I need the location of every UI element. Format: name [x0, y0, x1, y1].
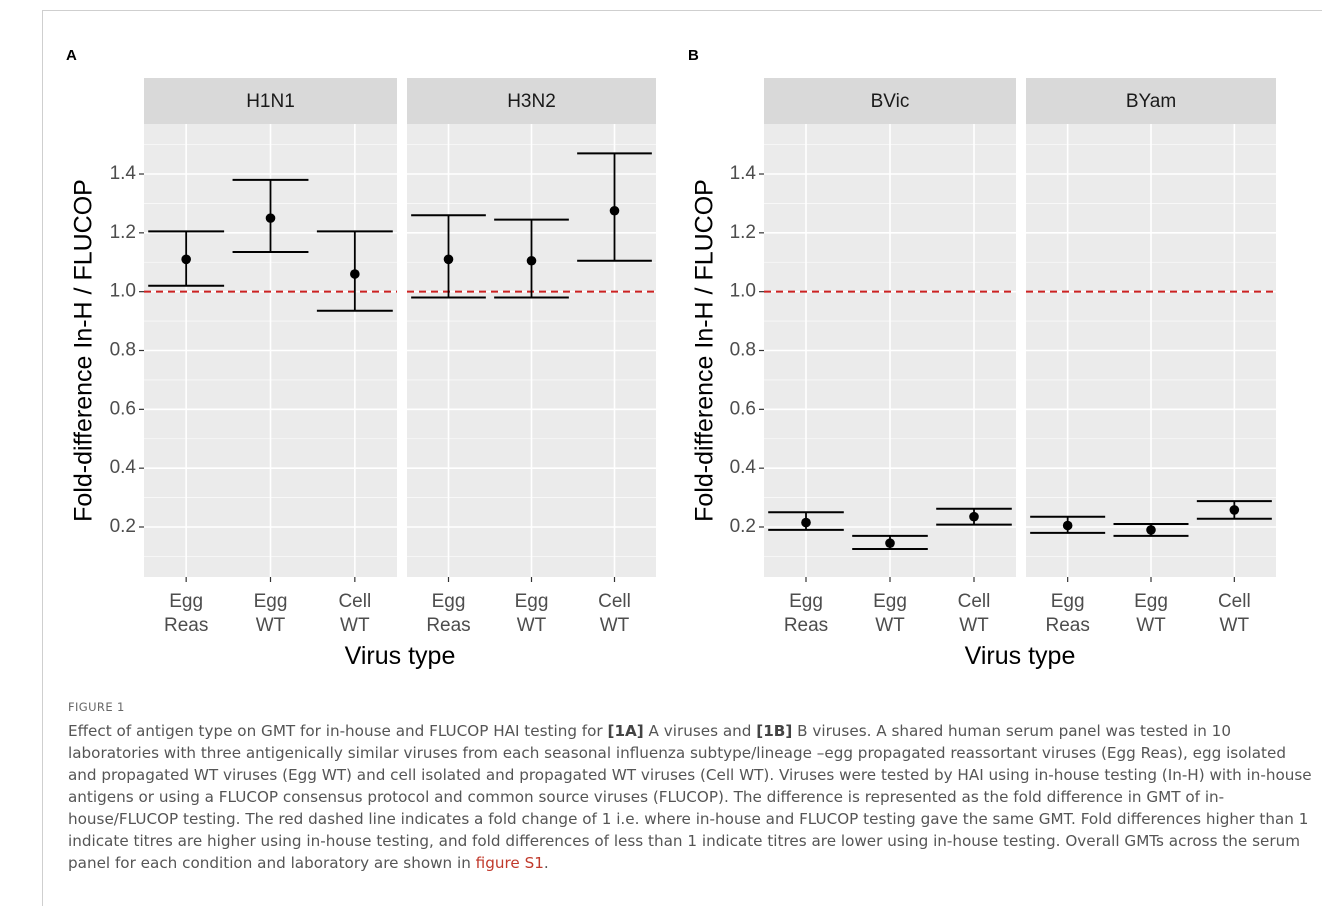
x-tick-label-line2: Reas — [164, 615, 208, 636]
data-point — [350, 269, 360, 279]
facet-strip — [144, 78, 397, 124]
x-tick-label-line1: Egg — [873, 591, 907, 612]
facet-title-byam: BYam — [1126, 91, 1176, 112]
y-tick-label: 0.8 — [110, 340, 136, 361]
y-tick-label: 1.4 — [110, 163, 137, 184]
facet-strip — [764, 78, 1016, 124]
y-tick-label: 1.0 — [110, 281, 136, 302]
data-point — [801, 517, 811, 528]
x-tick-label-line2: WT — [959, 615, 989, 636]
caption-part: Effect of antigen type on GMT for in-hou… — [68, 722, 608, 740]
y-tick-label: 1.0 — [730, 281, 756, 302]
x-tick-label-line1: Egg — [1051, 591, 1085, 612]
left-rule — [42, 10, 43, 906]
y-tick-label: 0.8 — [730, 340, 756, 361]
facet-title-h3n2: H3N2 — [507, 91, 556, 112]
x-axis-title: Virus type — [345, 642, 456, 670]
x-tick-label-line1: Egg — [169, 591, 203, 612]
facet-strip — [407, 78, 656, 124]
caption-part: A viruses and — [643, 722, 757, 740]
x-tick-label-line2: WT — [1220, 615, 1250, 636]
caption-text: Effect of antigen type on GMT for in-hou… — [68, 720, 1313, 874]
y-tick-label: 1.2 — [110, 222, 136, 243]
figure-plot: A Fold-difference In-H / FLUCOP 0.2 0.4 0.6 0… — [66, 47, 1276, 670]
data-point — [885, 538, 895, 548]
data-point — [1146, 525, 1156, 535]
x-tick-label-line1: Cell — [338, 591, 371, 612]
x-tick-label-line2: Reas — [426, 615, 470, 636]
data-point — [265, 213, 276, 223]
y-tick-label: 1.2 — [730, 222, 756, 243]
figure-caption: FIGURE 1 Effect of antigen type on GMT f… — [68, 700, 1313, 874]
figure-s1-link[interactable]: figure S1 — [475, 854, 544, 872]
x-tick-label-line2: WT — [875, 615, 905, 636]
caption-ref-1a: [1A] — [607, 722, 644, 740]
x-tick-label-line1: Egg — [254, 591, 288, 612]
caption-part: B viruses. A shared human serum panel wa… — [68, 722, 1312, 872]
y-tick-label: 0.4 — [730, 457, 757, 478]
data-point — [609, 205, 620, 216]
x-tick-label-line2: WT — [1136, 615, 1166, 636]
data-point — [969, 511, 979, 522]
caption-ref-1b: [1B] — [756, 722, 793, 740]
x-tick-label-line1: Cell — [958, 591, 991, 612]
x-tick-label-line2: Reas — [784, 615, 828, 636]
top-rule — [42, 10, 1322, 11]
x-tick-label-line1: Cell — [598, 591, 631, 612]
y-tick-label: 0.6 — [110, 398, 136, 419]
x-tick-label-line1: Egg — [432, 591, 466, 612]
x-tick-label-line1: Egg — [789, 591, 823, 612]
x-tick-label-line1: Cell — [1218, 591, 1251, 612]
y-tick-label: 0.2 — [110, 516, 136, 537]
y-tick-label: 0.4 — [110, 457, 137, 478]
caption-part: . — [543, 854, 549, 872]
y-axis-title: Fold-difference In-H / FLUCOP — [691, 179, 719, 522]
x-tick-label-line2: WT — [600, 615, 630, 636]
panel-label-B: B — [688, 47, 699, 64]
y-tick-label: 0.2 — [730, 516, 756, 537]
data-point — [443, 254, 454, 265]
x-tick-label-line2: WT — [340, 615, 370, 636]
facet-title-bvic: BVic — [871, 91, 910, 112]
x-tick-label-line2: WT — [256, 615, 286, 636]
y-tick-label: 0.6 — [730, 398, 756, 419]
data-point — [1229, 505, 1240, 515]
data-point — [181, 254, 191, 265]
facet-title-h1n1: H1N1 — [246, 91, 295, 112]
data-point — [1062, 520, 1073, 531]
panel-label-A: A — [66, 47, 77, 64]
facet-strip — [1026, 78, 1276, 124]
figure-label: FIGURE 1 — [68, 700, 125, 714]
x-tick-label-line2: Reas — [1045, 615, 1089, 636]
x-tick-label-line1: Egg — [1134, 591, 1168, 612]
x-axis-title: Virus type — [965, 642, 1076, 670]
x-tick-label-line2: WT — [517, 615, 547, 636]
y-tick-label: 1.4 — [730, 163, 757, 184]
data-point — [526, 255, 537, 266]
x-tick-label-line1: Egg — [515, 591, 549, 612]
y-axis-title: Fold-difference In-H / FLUCOP — [70, 179, 98, 522]
